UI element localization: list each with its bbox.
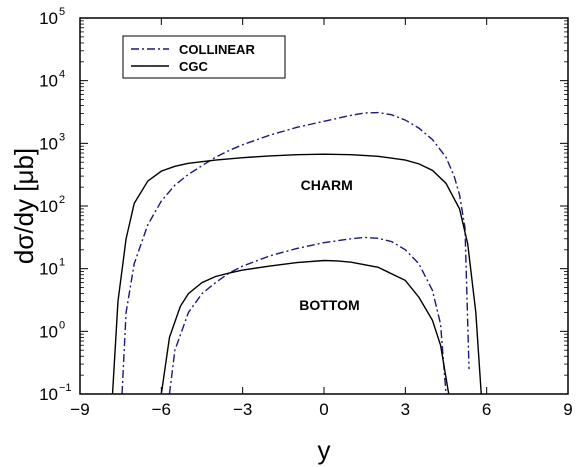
x-tick-label: 9: [563, 400, 572, 419]
series-line-collinear-charm: [121, 111, 470, 394]
y-tick-label: 10: [39, 385, 58, 404]
y-tick-label: 10: [39, 260, 58, 279]
x-axis-label: y: [318, 435, 331, 465]
x-tick-label: −9: [70, 400, 89, 419]
legend-label-collinear: COLLINEAR: [179, 42, 255, 57]
series-line-collinear-bottom: [168, 236, 447, 394]
y-tick-exponent: −1: [59, 382, 72, 394]
y-tick-exponent: 0: [59, 319, 65, 331]
y-tick-exponent: 3: [59, 131, 65, 143]
x-tick-label: −3: [233, 400, 252, 419]
series-line-cgc-bottom: [160, 259, 450, 394]
annotation-layer: CHARM BOTTOM: [299, 177, 359, 313]
x-tick-label: 3: [401, 400, 410, 419]
legend: COLLINEAR CGC: [122, 35, 286, 79]
y-tick-label: 10: [39, 197, 58, 216]
y-tick-exponent: 1: [59, 257, 65, 269]
y-tick-label: 10: [39, 9, 58, 28]
y-tick-label: 10: [39, 72, 58, 91]
y-tick-label: 10: [39, 134, 58, 153]
y-axis-label: dσ/dy [μb]: [9, 148, 39, 264]
legend-box: [122, 35, 286, 79]
x-tick-label: 0: [319, 400, 328, 419]
x-tick-label: 6: [482, 400, 491, 419]
y-tick-exponent: 4: [59, 69, 65, 81]
annotation-bottom: BOTTOM: [299, 297, 359, 313]
x-tick-label: −6: [152, 400, 171, 419]
series-line-cgc-charm: [111, 153, 482, 394]
y-tick-exponent: 2: [59, 194, 65, 206]
annotation-charm: CHARM: [301, 177, 353, 193]
legend-label-cgc: CGC: [179, 59, 209, 74]
y-tick-label: 10: [39, 322, 58, 341]
series-layer: [111, 111, 482, 394]
y-tick-exponent: 5: [59, 6, 65, 18]
